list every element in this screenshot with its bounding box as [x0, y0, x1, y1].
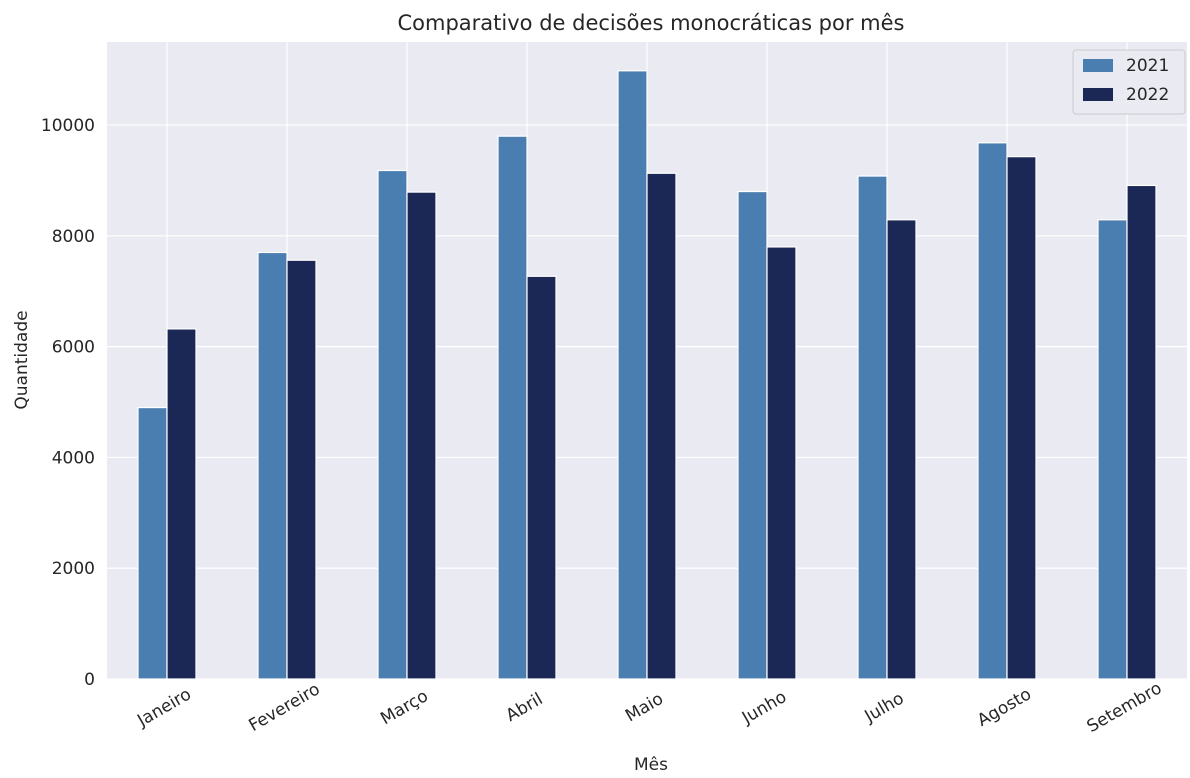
bar-2021-fevereiro — [257, 251, 288, 680]
bar-2022-fevereiro — [286, 259, 317, 680]
x-tick-label: Agosto — [974, 684, 1035, 731]
bar-2021-julho — [857, 175, 888, 680]
bar-2021-agosto — [977, 142, 1008, 680]
x-tick-label: Maio — [622, 689, 667, 726]
y-tick-label: 6000 — [52, 338, 95, 358]
legend-swatch-2021 — [1083, 59, 1113, 72]
bar-2022-julho — [886, 219, 917, 680]
x-axis-ticks: Janeiro Fevereiro Março Abril Maio Junho Julho… — [133, 678, 1165, 737]
bar-2021-junho — [737, 190, 768, 680]
bar-2022-agosto — [1006, 156, 1037, 680]
bar-2021-maio — [617, 70, 648, 680]
legend: 2021 2022 — [1072, 49, 1186, 115]
chart-title: Comparativo de decisões monocráticas por… — [398, 11, 905, 35]
legend-swatch-2022 — [1083, 88, 1113, 101]
legend-label-2021: 2021 — [1126, 56, 1169, 76]
legend-label-2022: 2022 — [1126, 85, 1169, 105]
y-tick-label: 0 — [84, 670, 95, 690]
x-tick-label: Abril — [503, 689, 547, 726]
bar-2022-setembro — [1126, 184, 1157, 680]
bar-2021-janeiro — [137, 406, 168, 680]
y-tick-label: 4000 — [52, 448, 95, 468]
x-tick-label: Janeiro — [133, 684, 194, 731]
bar-2022-março — [406, 191, 437, 680]
bar-2022-janeiro — [166, 328, 197, 680]
bar-2022-junho — [766, 246, 797, 680]
x-tick-label: Março — [377, 686, 432, 729]
x-axis-label: Mês — [634, 755, 668, 774]
x-tick-label: Setembro — [1084, 678, 1166, 737]
x-tick-label: Fevereiro — [245, 679, 323, 736]
y-axis-ticks: 0 2000 4000 6000 8000 10000 — [41, 116, 95, 690]
bar-2021-setembro — [1097, 219, 1128, 680]
bars — [137, 70, 1157, 680]
bar-2021-março — [377, 169, 408, 680]
y-tick-label: 8000 — [52, 227, 95, 247]
y-tick-label: 10000 — [41, 116, 95, 136]
bar-2022-abril — [526, 275, 557, 680]
bar-2021-abril — [497, 135, 528, 680]
x-tick-label: Julho — [861, 689, 908, 728]
bar-2022-maio — [646, 172, 677, 680]
y-axis-label: Quantidade — [12, 310, 32, 409]
x-tick-label: Junho — [738, 687, 790, 729]
y-tick-label: 2000 — [52, 559, 95, 579]
